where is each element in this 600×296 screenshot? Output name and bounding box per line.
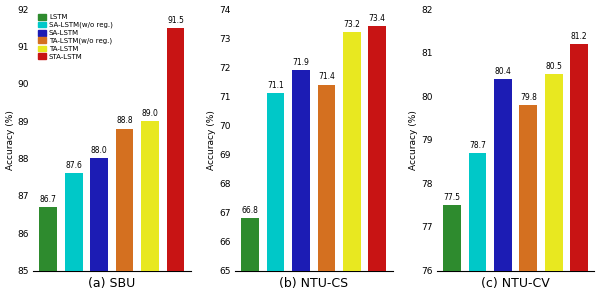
Text: 73.4: 73.4 [369,14,386,23]
Bar [241,218,259,296]
Bar [90,158,108,296]
Text: 73.2: 73.2 [343,20,361,29]
X-axis label: (a) SBU: (a) SBU [88,277,136,290]
Text: 77.5: 77.5 [443,193,460,202]
Bar [443,205,461,296]
Text: 86.7: 86.7 [40,195,57,204]
Bar [343,32,361,296]
Text: 78.7: 78.7 [469,141,486,150]
Text: 88.8: 88.8 [116,116,133,126]
Text: 71.4: 71.4 [318,73,335,81]
Bar [65,173,83,296]
Bar [141,121,159,296]
Bar [469,153,487,296]
Text: 91.5: 91.5 [167,16,184,25]
Y-axis label: Accuracy (%): Accuracy (%) [208,110,217,170]
Bar [317,85,335,296]
Bar [494,79,512,296]
Bar [520,105,537,296]
Legend: LSTM, SA-LSTM(w/o reg.), SA-LSTM, TA-LSTM(w/o reg.), TA-LSTM, STA-LSTM: LSTM, SA-LSTM(w/o reg.), SA-LSTM, TA-LST… [37,12,114,61]
Y-axis label: Accuracy (%): Accuracy (%) [5,110,14,170]
Bar [266,93,284,296]
Bar [292,70,310,296]
Text: 87.6: 87.6 [65,161,82,170]
Text: 79.8: 79.8 [520,93,537,102]
Y-axis label: Accuracy (%): Accuracy (%) [409,110,418,170]
Bar [545,74,563,296]
Text: 66.8: 66.8 [242,206,259,215]
Text: 88.0: 88.0 [91,146,107,155]
Text: 81.2: 81.2 [571,32,587,41]
Bar [40,207,57,296]
X-axis label: (c) NTU-CV: (c) NTU-CV [481,277,550,290]
Bar [167,28,184,296]
X-axis label: (b) NTU-CS: (b) NTU-CS [279,277,348,290]
Bar [116,128,133,296]
Text: 80.5: 80.5 [545,62,562,71]
Bar [368,26,386,296]
Text: 80.4: 80.4 [494,67,511,76]
Text: 71.1: 71.1 [267,81,284,90]
Bar [570,44,588,296]
Text: 89.0: 89.0 [142,109,158,118]
Text: 71.9: 71.9 [293,58,310,67]
